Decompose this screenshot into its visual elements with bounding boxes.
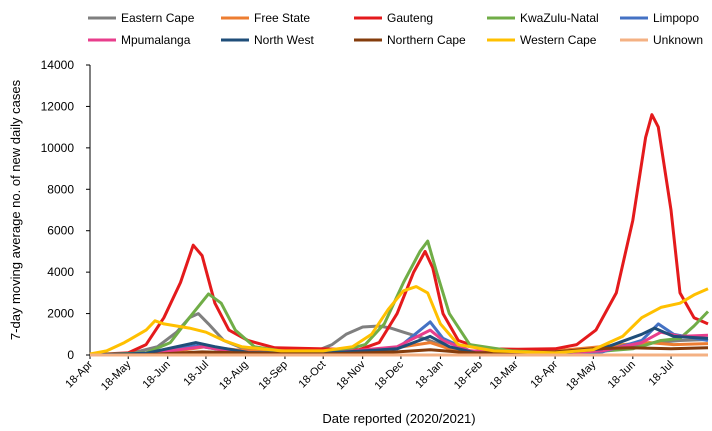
y-tick-label: 0: [67, 348, 74, 362]
series-line-northern-cape: [89, 346, 709, 357]
series-line-mpumalanga: [89, 328, 709, 357]
x-tick-label: 18-May: [564, 358, 599, 393]
legend-label: North West: [254, 33, 314, 47]
x-tick-label: 18-Jul: [646, 359, 676, 389]
legend-item: Free State: [221, 11, 310, 25]
series-line-gauteng: [89, 113, 709, 357]
legend-label: Western Cape: [520, 33, 597, 47]
y-axis-label: 7-day moving average no. of new daily ca…: [8, 79, 23, 340]
series-lines: [89, 113, 710, 357]
y-tick-label: 12000: [41, 99, 75, 113]
legend-label: Limpopo: [653, 11, 699, 25]
x-tick-label: 18-Sep: [257, 359, 291, 393]
y-tick-label: 4000: [47, 265, 74, 279]
legend-label: Eastern Cape: [121, 11, 195, 25]
x-tick-label: 18-Aug: [217, 359, 251, 393]
y-tick-label: 6000: [47, 224, 74, 238]
legend-label: Free State: [254, 11, 310, 25]
legend-item: Eastern Cape: [88, 11, 195, 25]
y-tick-label: 10000: [41, 141, 75, 155]
x-tick-label: 18-Apr: [63, 358, 95, 390]
y-tick-label: 14000: [41, 58, 75, 72]
x-ticks: 18-Apr 18-May 18-Jun 18-Jul 18-Aug 18-Sep 18-O…: [63, 355, 676, 393]
legend: Eastern Cape Free State Gauteng KwaZulu-Nat…: [88, 11, 703, 47]
series-line-north-west: [89, 326, 709, 357]
x-tick-label: 18-Jul: [181, 359, 211, 389]
series-line-western-cape: [89, 285, 709, 356]
x-tick-label: 18-Dec: [372, 358, 406, 392]
y-ticks: 0 2000 4000 6000 8000 10000 12000 14000: [41, 58, 90, 362]
x-tick-label: 18-Jan: [413, 359, 445, 391]
x-tick-label: 18-May: [99, 358, 134, 393]
legend-item: KwaZulu-Natal: [487, 11, 599, 25]
legend-item: North West: [221, 33, 314, 47]
legend-item: Mpumalanga: [88, 33, 191, 47]
x-tick-label: 18-Apr: [528, 358, 560, 390]
legend-label: Mpumalanga: [121, 33, 191, 47]
y-tick-label: 2000: [47, 307, 74, 321]
legend-item: Gauteng: [354, 11, 433, 25]
x-axis-label: Date reported (2020/2021): [322, 411, 475, 426]
legend-item: Limpopo: [620, 11, 699, 25]
legend-label: Gauteng: [387, 11, 433, 25]
legend-label: Unknown: [653, 33, 703, 47]
legend-item: Western Cape: [487, 33, 597, 47]
legend-item: Unknown: [620, 33, 703, 47]
x-tick-label: 18-Jun: [141, 359, 173, 391]
legend-item: Northern Cape: [354, 33, 466, 47]
x-tick-label: 18-Jun: [606, 359, 638, 391]
legend-label: Northern Cape: [387, 33, 466, 47]
x-tick-label: 18-Mar: [488, 358, 521, 391]
legend-label: KwaZulu-Natal: [520, 11, 599, 25]
x-tick-label: 18-Nov: [334, 358, 368, 392]
y-tick-label: 8000: [47, 182, 74, 196]
x-tick-label: 18-Feb: [452, 359, 485, 392]
x-tick-label: 18-Oct: [296, 359, 328, 391]
